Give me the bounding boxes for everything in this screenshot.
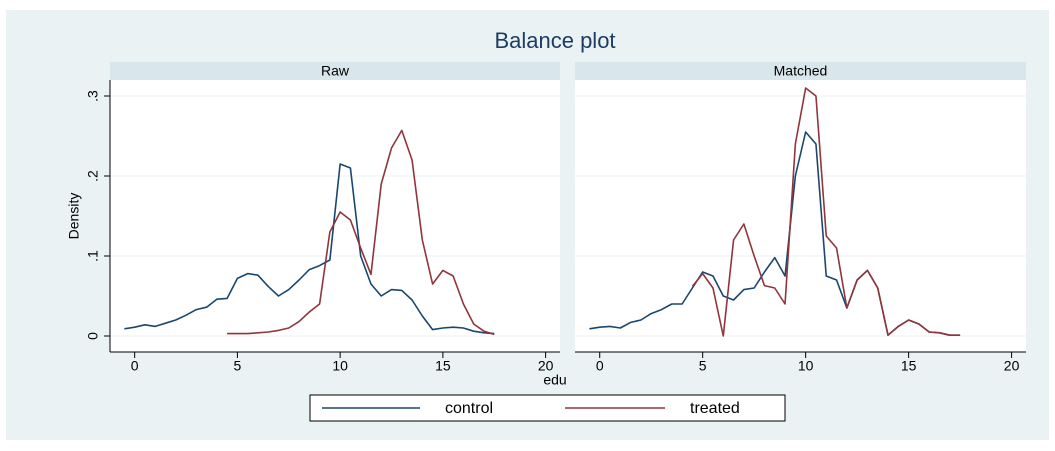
plot-region: [575, 80, 1026, 352]
legend-label: treated: [690, 400, 740, 417]
x-tick-label: 20: [1004, 358, 1020, 374]
x-tick-label: 0: [131, 358, 139, 374]
panel-strip: [110, 62, 560, 80]
panel-title: Raw: [321, 63, 350, 79]
panel-strip: [575, 62, 1026, 80]
series-line: [124, 163, 495, 335]
x-tick-label: 20: [538, 358, 554, 374]
y-axis-label: Density: [66, 193, 82, 240]
x-tick-label: 15: [435, 358, 451, 374]
x-axis-label: edu: [543, 372, 566, 388]
y-tick-label: 0: [85, 332, 101, 340]
x-tick-label: 10: [798, 358, 814, 374]
x-tick-label: 0: [596, 358, 604, 374]
series-line: [227, 129, 495, 336]
panel-title: Matched: [774, 63, 828, 79]
x-tick-label: 5: [699, 358, 707, 374]
chart-title: Balance plot: [494, 28, 615, 53]
legend-label: control: [445, 400, 493, 417]
y-tick-label: .3: [85, 90, 101, 102]
series-line: [691, 87, 961, 337]
y-tick-label: .1: [85, 250, 101, 262]
x-tick-label: 10: [332, 358, 348, 374]
y-tick-label: .2: [85, 170, 101, 182]
x-tick-label: 5: [233, 358, 241, 374]
x-tick-label: 15: [901, 358, 917, 374]
